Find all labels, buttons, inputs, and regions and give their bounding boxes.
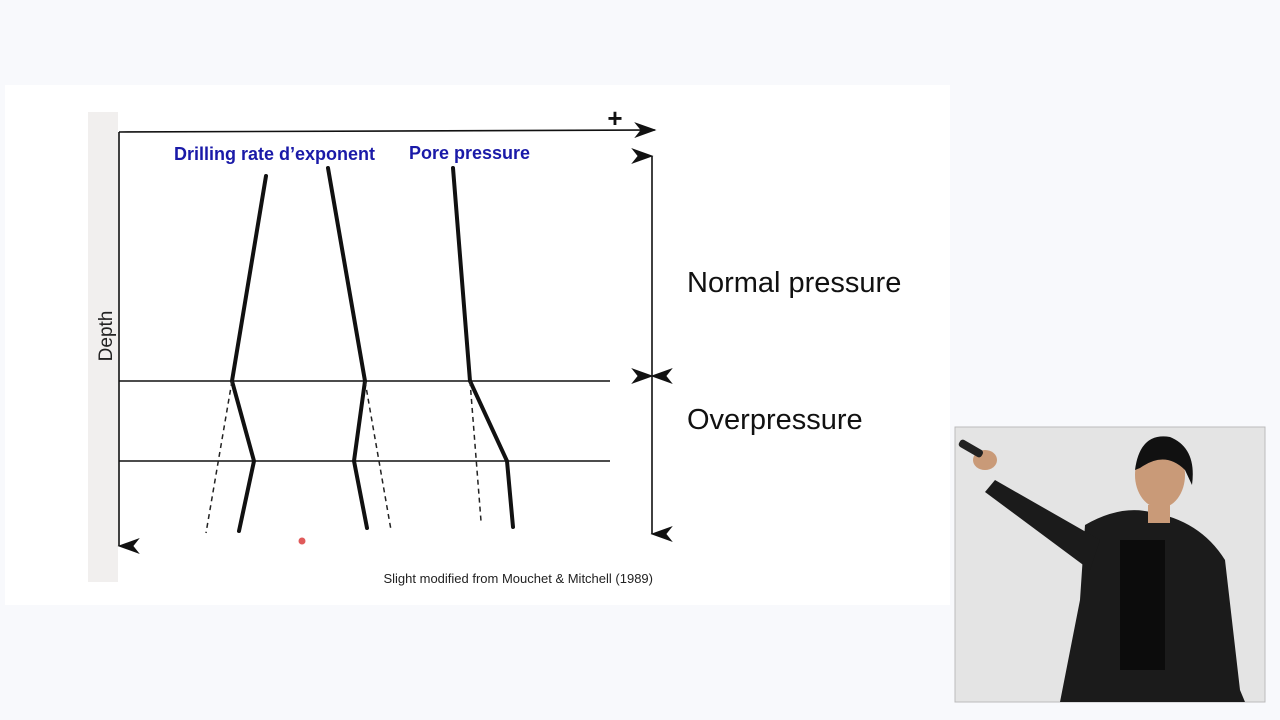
presenter-video (954, 426, 1266, 703)
d-exponent-curve (326, 166, 369, 530)
normal-trend (469, 380, 482, 522)
source-note: Slight modified from Mouchet & Mitchell … (383, 571, 653, 586)
drilling-rate-curve (229, 174, 268, 533)
scan-edge (88, 112, 118, 582)
normal-trend (205, 380, 233, 534)
axis-plus: + (607, 103, 622, 133)
normal-trend (364, 380, 392, 531)
x-axis (118, 122, 657, 139)
slide (5, 85, 950, 605)
zone-label: Normal pressure (687, 267, 901, 299)
zone-label: Overpressure (687, 404, 863, 436)
laser-pointer (298, 537, 306, 545)
pore-pressure-curve (451, 166, 515, 529)
curve-label: Pore pressure (409, 143, 530, 163)
axis-depth: Depth (96, 311, 117, 362)
curve-label: Drilling rate d’exponent (174, 144, 375, 164)
